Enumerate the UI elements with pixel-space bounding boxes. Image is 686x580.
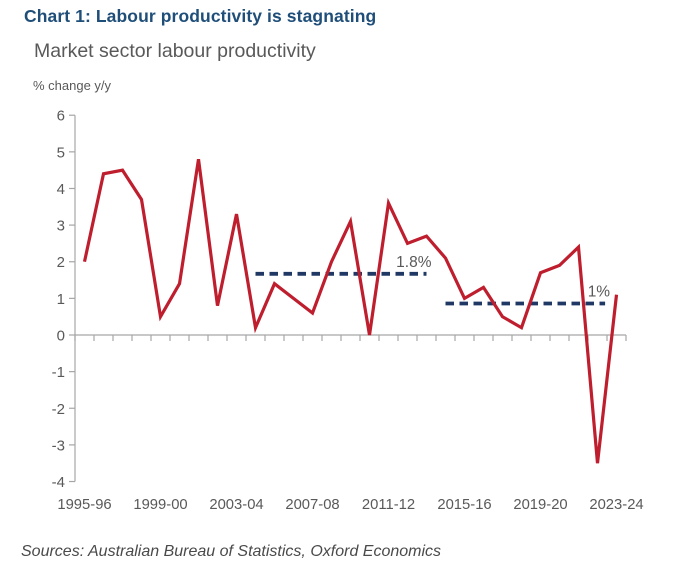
x-tick-label: 2015-16 — [437, 497, 491, 513]
y-tick-label: 6 — [57, 108, 65, 125]
y-tick-label: -2 — [52, 401, 65, 418]
y-tick-label: 0 — [57, 328, 65, 345]
sources-note: Sources: Australian Bureau of Statistics… — [21, 543, 442, 560]
average-line-label: 1.8% — [396, 254, 432, 271]
x-tick-label: 2019-20 — [513, 497, 567, 513]
y-axis-unit-label: % change y/y — [33, 78, 112, 93]
y-tick-label: 2 — [57, 254, 65, 271]
x-tick-label: 2007-08 — [285, 497, 339, 513]
chart-heading: Chart 1: Labour productivity is stagnati… — [24, 6, 377, 26]
y-tick-label: 3 — [57, 218, 65, 235]
chart-subtitle: Market sector labour productivity — [34, 40, 316, 62]
y-tick-label: 1 — [57, 291, 65, 308]
y-tick-label: -3 — [52, 437, 65, 454]
y-tick-label: 5 — [57, 144, 65, 161]
productivity-line — [82, 158, 619, 464]
x-tick-label: 2023-24 — [589, 497, 643, 513]
y-tick-label: -4 — [52, 474, 65, 491]
y-tick-label: 4 — [57, 181, 65, 198]
x-tick-label: 1995-96 — [57, 497, 111, 513]
y-tick-label: -1 — [52, 364, 65, 381]
x-tick-label: 2003-04 — [209, 497, 263, 513]
x-tick-label: 2011-12 — [362, 497, 415, 513]
x-tick-label: 1999-00 — [133, 497, 187, 513]
average-line-label: 1% — [588, 283, 611, 300]
